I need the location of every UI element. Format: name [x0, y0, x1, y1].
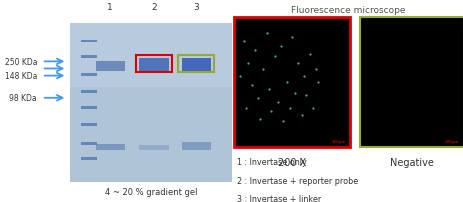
Text: 3 : Invertase + linker: 3 : Invertase + linker [236, 194, 320, 202]
Text: 4 ~ 20 % gradient gel: 4 ~ 20 % gradient gel [104, 187, 197, 196]
Text: 250 KDa: 250 KDa [5, 58, 37, 66]
Text: Negative: Negative [389, 158, 433, 167]
Bar [81, 157, 97, 160]
Text: 2: 2 [151, 3, 156, 12]
Text: 100μm: 100μm [331, 139, 345, 143]
Bar [95, 144, 125, 150]
Text: 148 KDa: 148 KDa [5, 72, 37, 81]
Bar [81, 40, 97, 43]
Bar [81, 143, 97, 146]
Bar [69, 24, 232, 182]
Bar [136, 56, 172, 73]
Bar [181, 59, 210, 72]
Bar [181, 142, 210, 150]
Bar [81, 73, 97, 76]
Bar [81, 124, 97, 127]
Bar [95, 62, 125, 72]
Bar [139, 146, 169, 150]
Bar [181, 59, 210, 72]
Text: 1 : Invertase only: 1 : Invertase only [236, 158, 306, 166]
Text: 1: 1 [107, 3, 113, 12]
Bar [359, 18, 463, 147]
Bar [81, 106, 97, 109]
Bar [359, 18, 463, 147]
Text: 3: 3 [193, 3, 199, 12]
Text: 98 KDa: 98 KDa [9, 94, 37, 103]
Bar [139, 59, 169, 72]
Bar [234, 18, 350, 147]
Text: Fluorescence microscope: Fluorescence microscope [290, 6, 404, 15]
Bar [234, 18, 350, 147]
Text: 2 : Invertase + reporter probe: 2 : Invertase + reporter probe [236, 176, 357, 185]
Bar [81, 56, 97, 59]
Bar [69, 24, 232, 87]
Bar [81, 91, 97, 94]
Text: 100μm: 100μm [444, 139, 458, 143]
Bar [178, 56, 214, 73]
Bar [139, 59, 169, 72]
Text: 200 X: 200 X [278, 158, 306, 167]
